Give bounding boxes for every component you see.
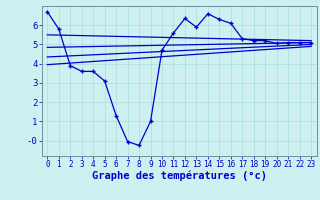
X-axis label: Graphe des températures (°c): Graphe des températures (°c)	[92, 171, 267, 181]
